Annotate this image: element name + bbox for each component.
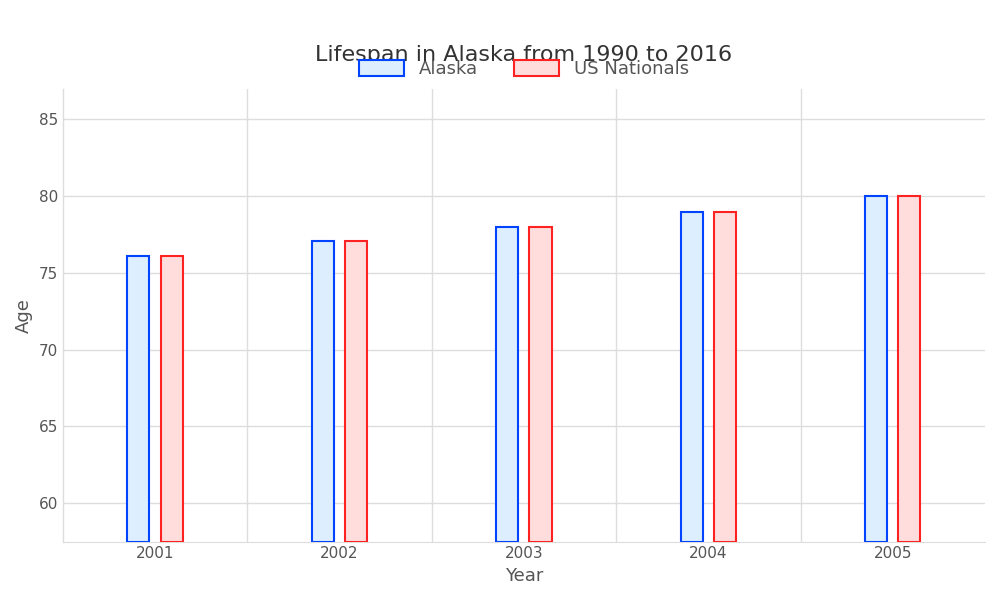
Bar bbox=[496, 227, 518, 542]
Bar bbox=[312, 241, 334, 542]
Bar bbox=[714, 212, 736, 542]
Y-axis label: Age: Age bbox=[15, 298, 33, 332]
Bar bbox=[898, 196, 920, 542]
Bar bbox=[161, 256, 183, 542]
Title: Lifespan in Alaska from 1990 to 2016: Lifespan in Alaska from 1990 to 2016 bbox=[315, 45, 732, 65]
Bar bbox=[127, 256, 149, 542]
X-axis label: Year: Year bbox=[505, 567, 543, 585]
Bar bbox=[345, 241, 367, 542]
Legend: Alaska, US Nationals: Alaska, US Nationals bbox=[352, 53, 696, 85]
Bar bbox=[529, 227, 552, 542]
Bar bbox=[681, 212, 703, 542]
Bar bbox=[865, 196, 887, 542]
